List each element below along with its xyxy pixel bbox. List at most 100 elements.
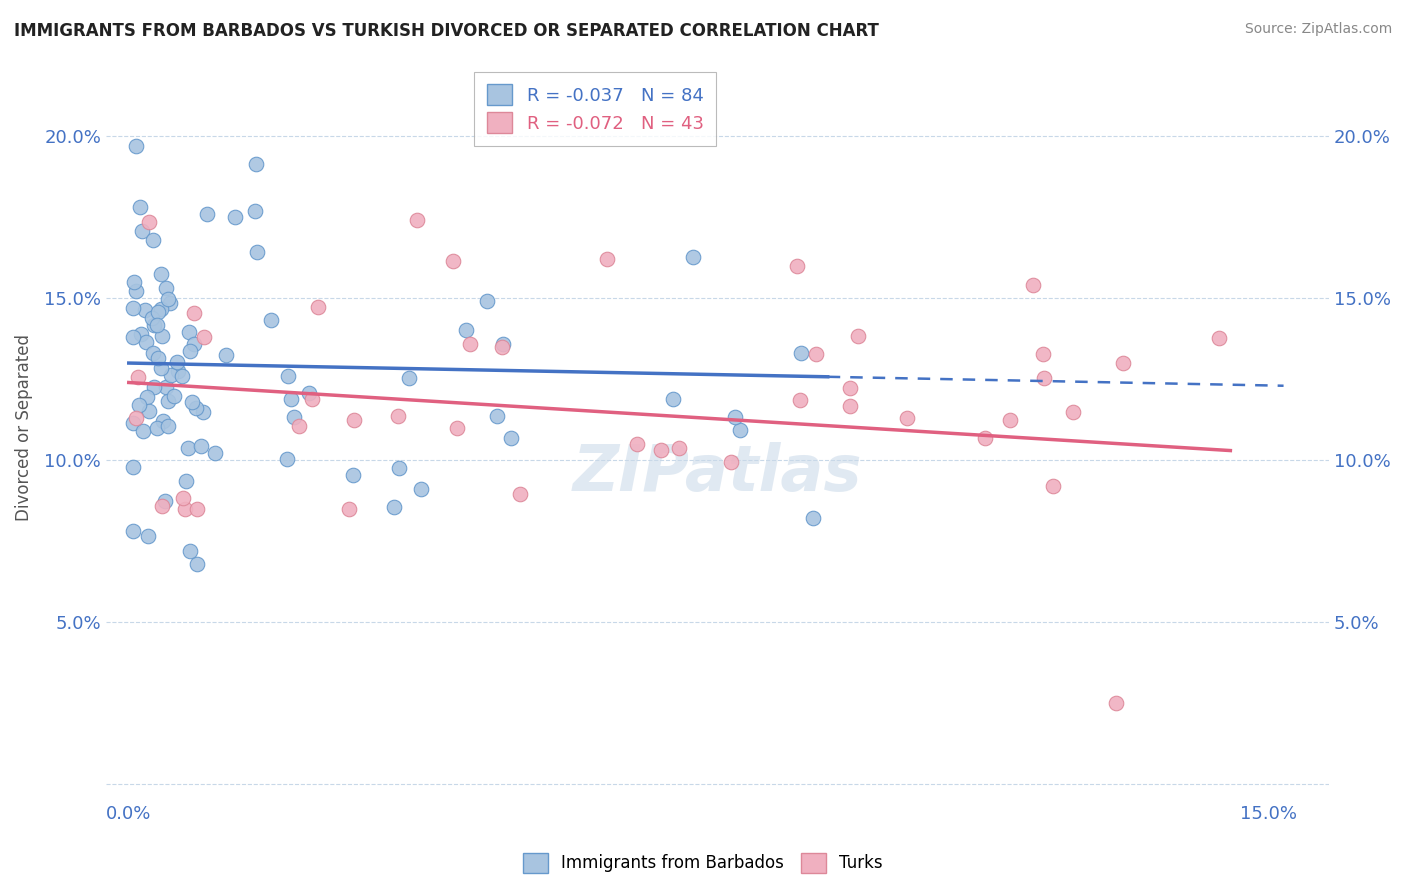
Point <box>152 414 174 428</box>
Point <box>501 431 523 445</box>
Point <box>245 157 267 171</box>
Point <box>406 213 429 227</box>
Point <box>160 368 183 382</box>
Point <box>382 500 405 515</box>
Y-axis label: Divorced or Separated: Divorced or Separated <box>15 334 32 522</box>
Point <box>276 452 298 467</box>
Point <box>1105 697 1128 711</box>
Point <box>125 284 148 298</box>
Point <box>142 233 165 247</box>
Point <box>388 461 411 475</box>
Point <box>181 395 204 409</box>
Point <box>146 304 169 318</box>
Point <box>195 207 218 221</box>
Point <box>149 301 172 316</box>
Point <box>720 455 742 469</box>
Point <box>846 329 869 343</box>
Point <box>176 441 198 455</box>
Point <box>142 346 165 360</box>
Point <box>121 524 143 538</box>
Point <box>724 410 747 425</box>
Point <box>163 389 186 403</box>
Point <box>148 351 170 365</box>
Point <box>839 380 862 394</box>
Point <box>343 413 366 427</box>
Point <box>191 405 214 419</box>
Point <box>491 337 513 351</box>
Point <box>128 398 150 412</box>
Point <box>298 386 321 401</box>
Point <box>186 401 208 416</box>
Point <box>596 252 619 267</box>
Point <box>446 420 468 434</box>
Point <box>129 326 152 341</box>
Point <box>214 348 236 362</box>
Point <box>1000 413 1022 427</box>
Point <box>149 267 172 281</box>
Point <box>224 210 246 224</box>
Point <box>186 557 208 571</box>
Point <box>179 325 201 339</box>
Point <box>661 392 683 406</box>
Point <box>138 215 160 229</box>
Point <box>283 409 305 424</box>
Point <box>121 329 143 343</box>
Point <box>650 442 672 457</box>
Point <box>150 499 173 513</box>
Point <box>204 446 226 460</box>
Point <box>193 330 215 344</box>
Point <box>166 354 188 368</box>
Point <box>1112 356 1135 370</box>
Point <box>307 300 329 314</box>
Point <box>342 467 364 482</box>
Point <box>387 409 409 423</box>
Point <box>245 244 267 259</box>
Point <box>143 380 166 394</box>
Point <box>131 224 153 238</box>
Point <box>122 275 145 289</box>
Point <box>146 318 169 333</box>
Point <box>668 442 690 456</box>
Point <box>458 336 481 351</box>
Point <box>150 328 173 343</box>
Point <box>134 303 156 318</box>
Point <box>146 421 169 435</box>
Point <box>509 487 531 501</box>
Point <box>155 380 177 394</box>
Point <box>166 364 188 378</box>
Point <box>183 336 205 351</box>
Point <box>135 335 157 350</box>
Point <box>155 281 177 295</box>
Point <box>485 409 508 423</box>
Point <box>125 411 148 425</box>
Text: IMMIGRANTS FROM BARBADOS VS TURKISH DIVORCED OR SEPARATED CORRELATION CHART: IMMIGRANTS FROM BARBADOS VS TURKISH DIVO… <box>14 22 879 40</box>
Point <box>121 416 143 430</box>
Point <box>682 250 704 264</box>
Legend: R = -0.037   N = 84, R = -0.072   N = 43: R = -0.037 N = 84, R = -0.072 N = 43 <box>474 71 716 145</box>
Point <box>288 419 311 434</box>
Point <box>142 318 165 333</box>
Point <box>153 493 176 508</box>
Point <box>1032 347 1054 361</box>
Point <box>183 306 205 320</box>
Point <box>260 312 283 326</box>
Point <box>127 370 149 384</box>
Point <box>896 410 918 425</box>
Point <box>301 392 323 406</box>
Text: ZIPatlas: ZIPatlas <box>572 442 862 504</box>
Point <box>786 259 808 273</box>
Point <box>1042 479 1064 493</box>
Point <box>1022 278 1045 293</box>
Point <box>125 139 148 153</box>
Point <box>456 322 478 336</box>
Point <box>121 460 143 475</box>
Point <box>804 347 827 361</box>
Point <box>789 393 811 408</box>
Point <box>131 424 153 438</box>
Point <box>1208 331 1230 345</box>
Point <box>838 399 860 413</box>
Point <box>174 475 197 489</box>
Point <box>172 369 194 384</box>
Point <box>190 439 212 453</box>
Point <box>150 360 173 375</box>
